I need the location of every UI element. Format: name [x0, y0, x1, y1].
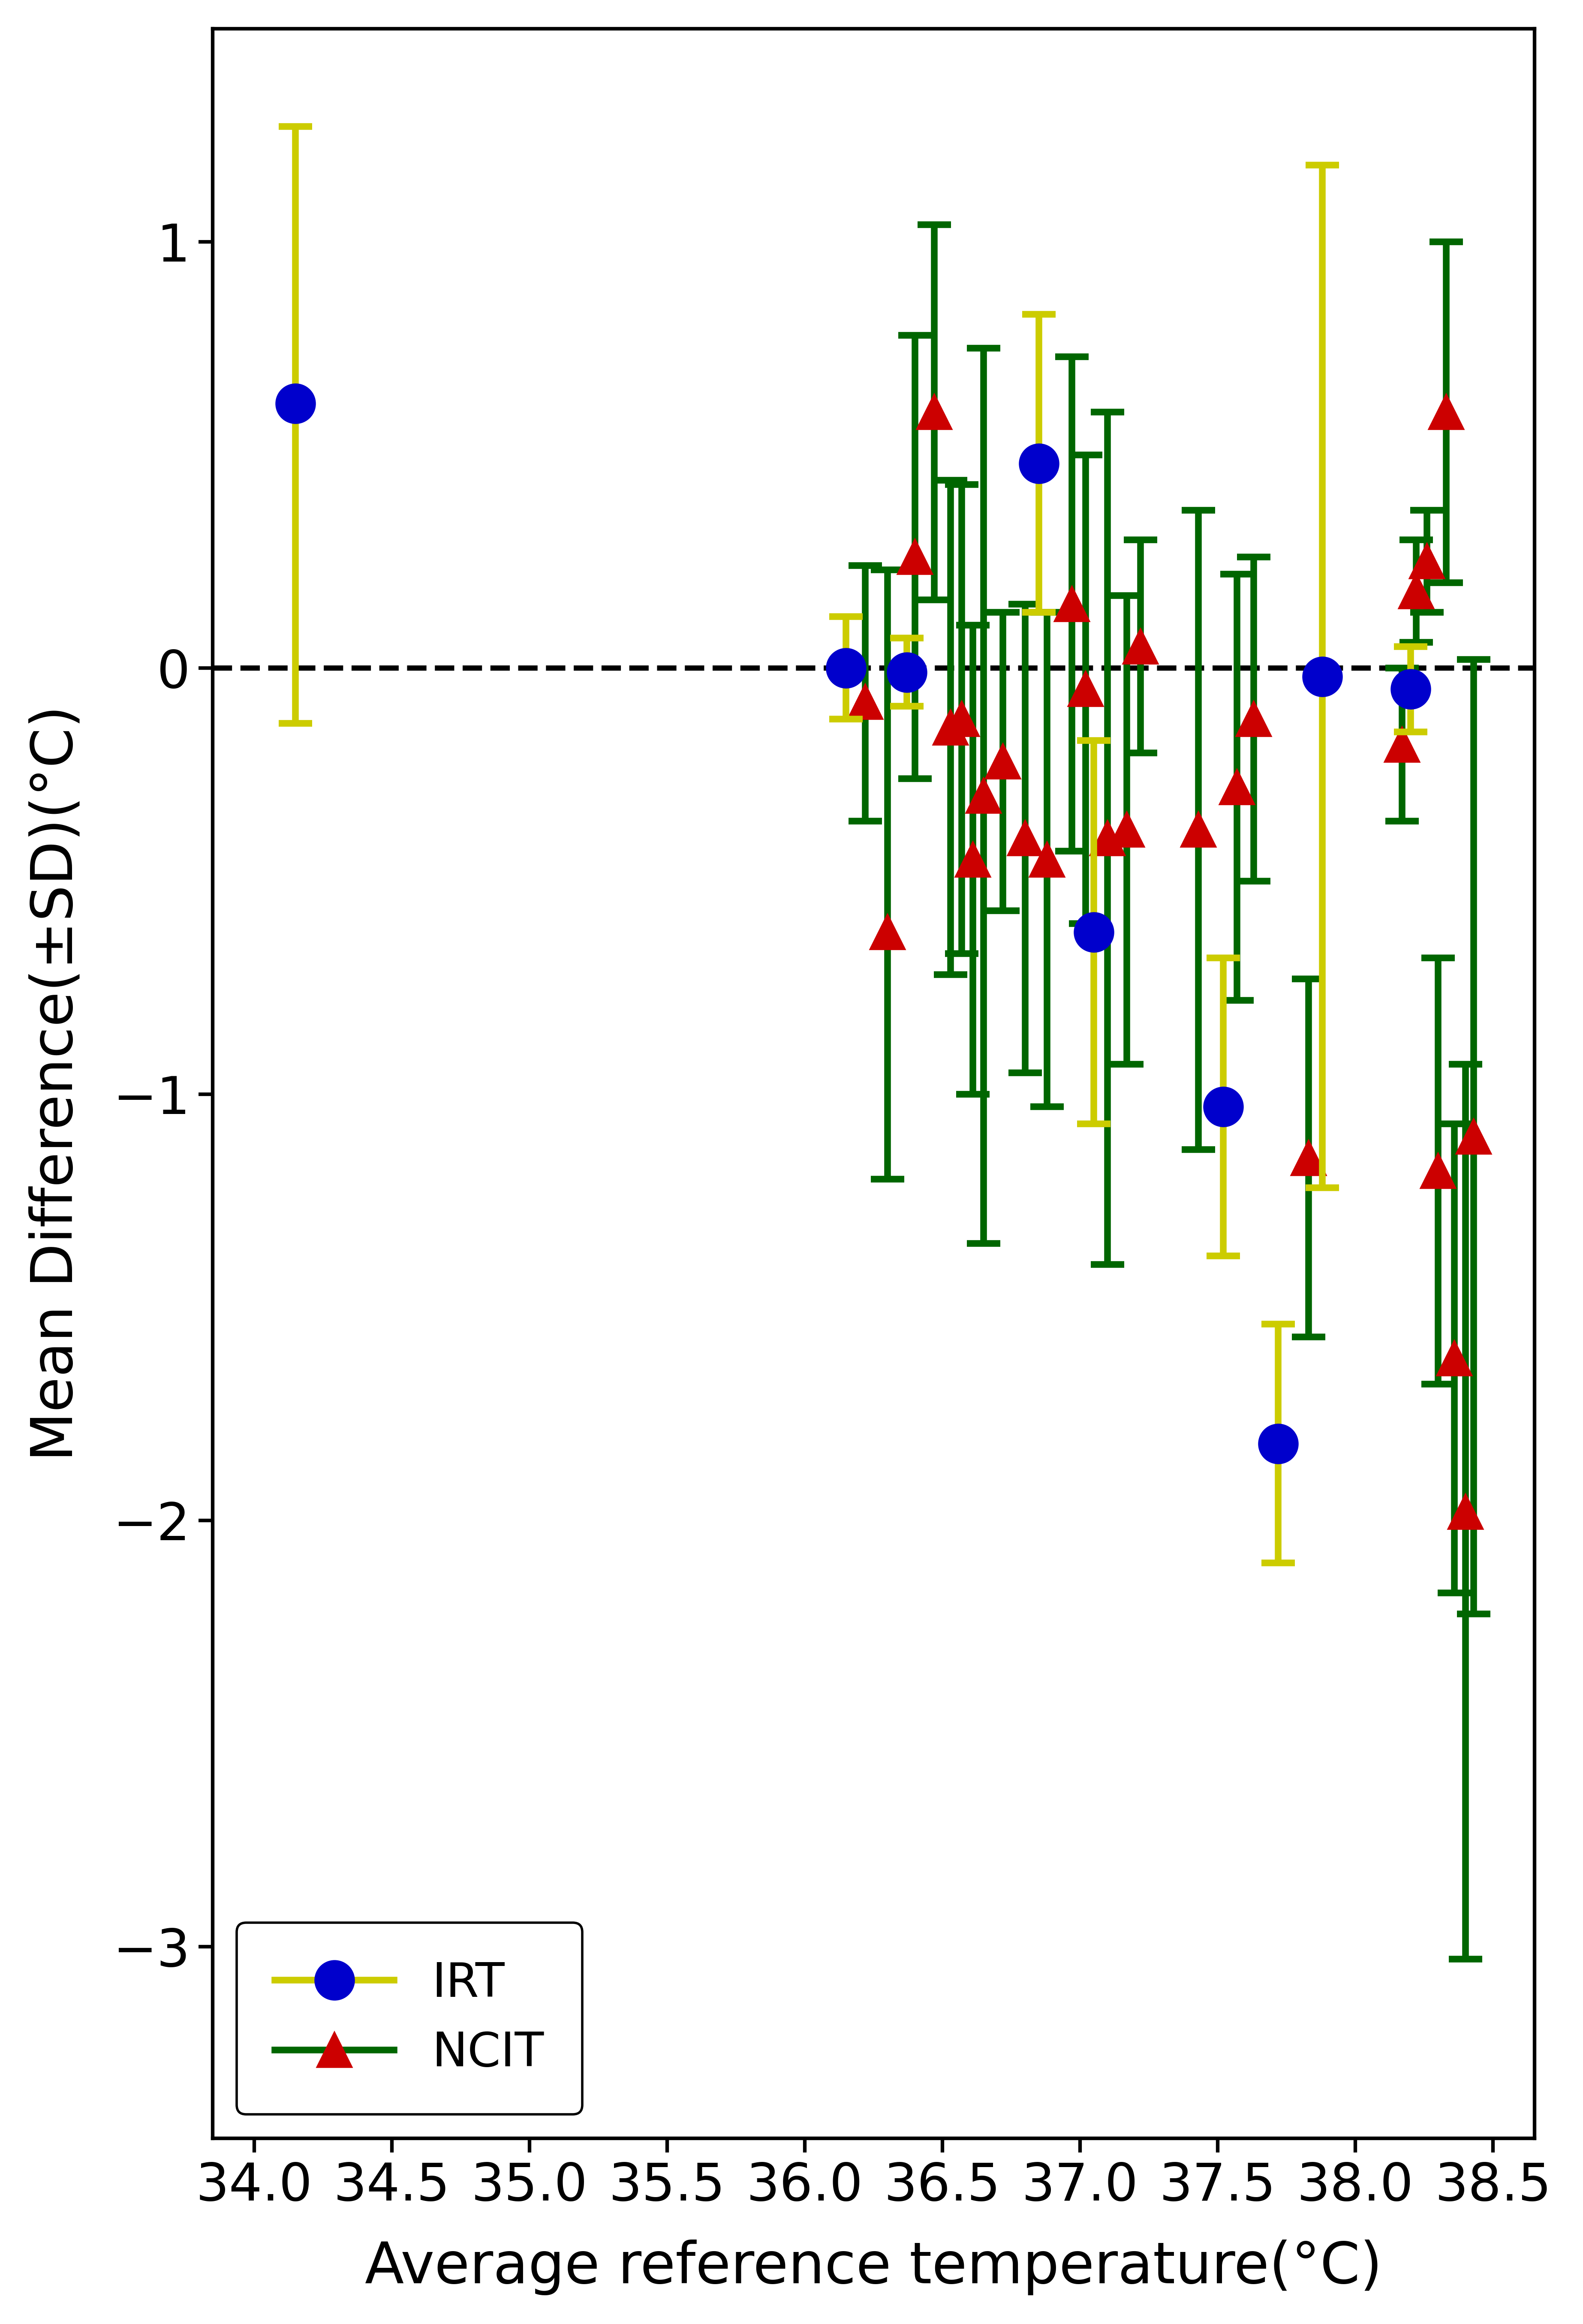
Legend: IRT, NCIT: IRT, NCIT	[236, 1922, 583, 2115]
X-axis label: Average reference temperature(°C): Average reference temperature(°C)	[366, 2240, 1382, 2296]
Y-axis label: Mean Difference(±SD)(°C): Mean Difference(±SD)(°C)	[28, 706, 84, 1462]
